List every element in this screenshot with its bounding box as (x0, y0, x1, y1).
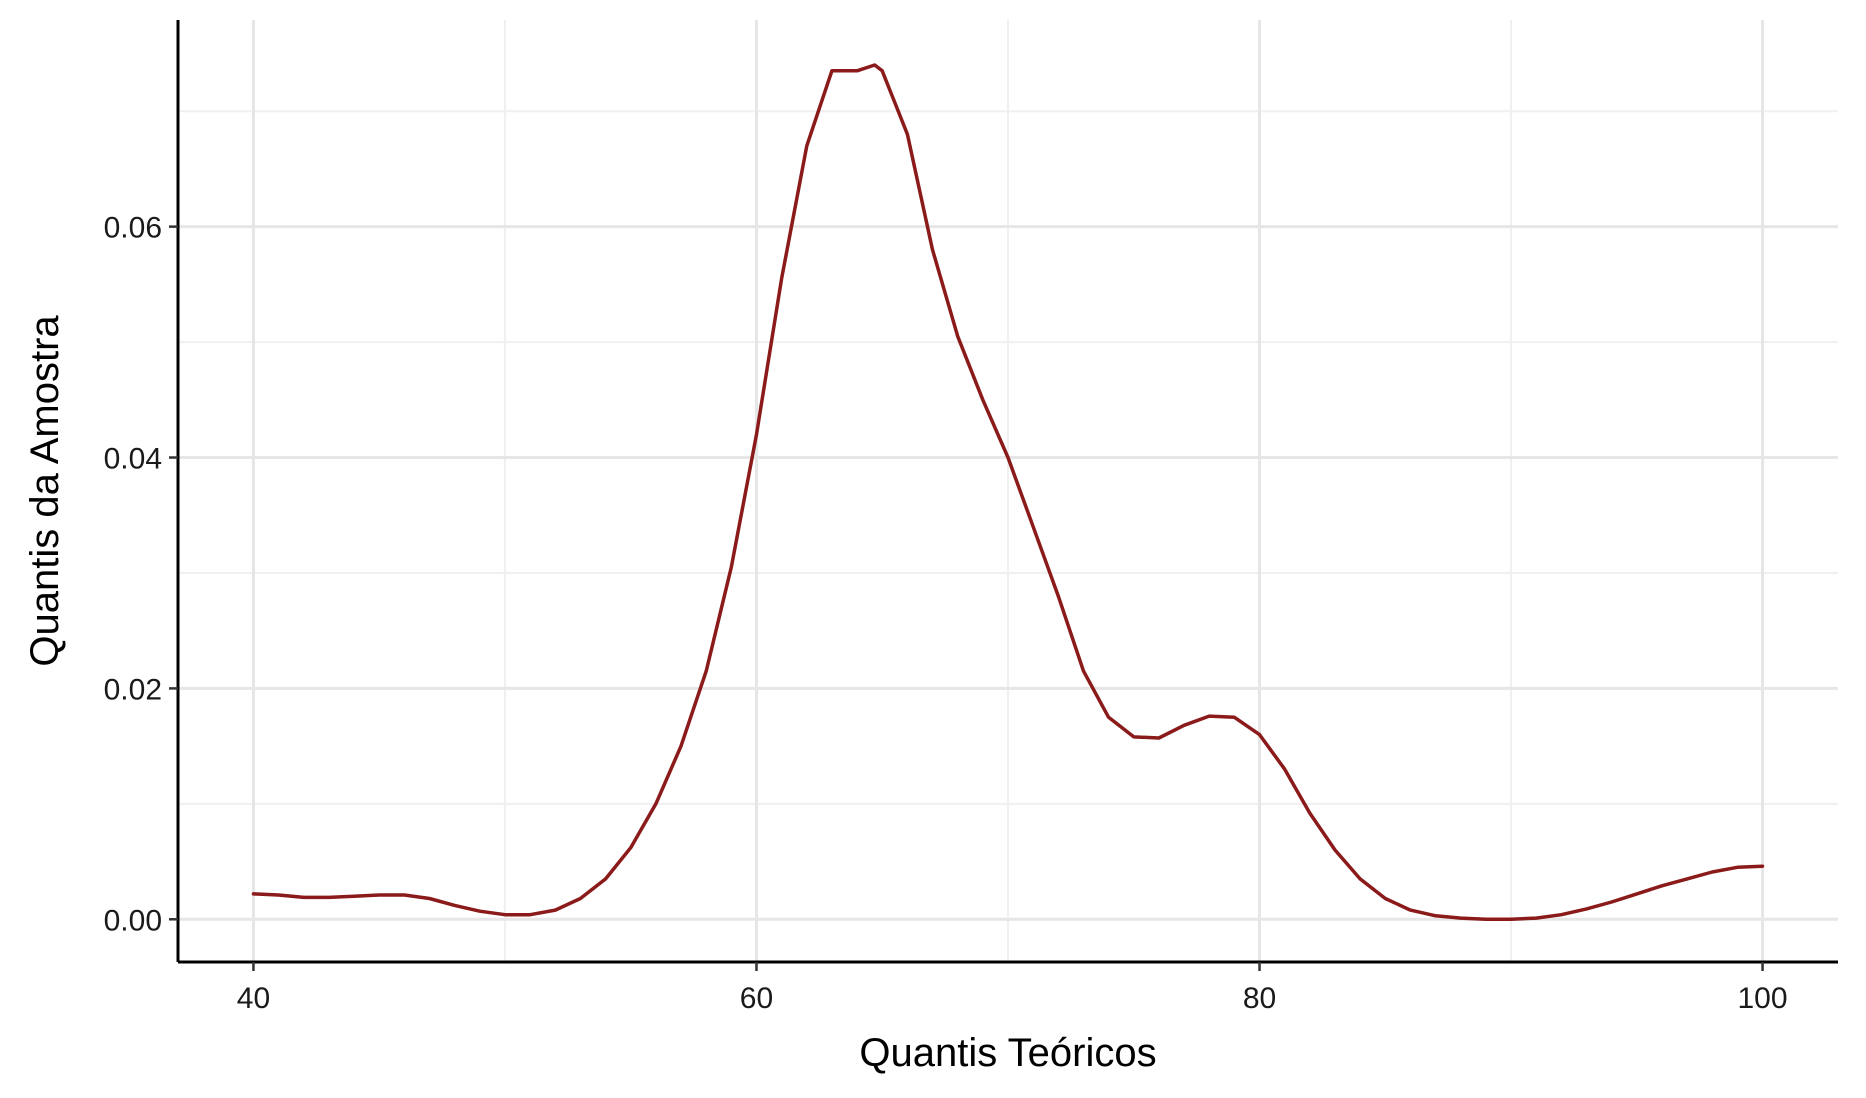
y-tick-label: 0.06 (104, 212, 162, 245)
y-axis-title: Quantis da Amostra (23, 315, 67, 667)
minor-gridlines (178, 20, 1838, 962)
x-tick-label: 60 (740, 982, 773, 1015)
density-line (251, 63, 1765, 922)
y-tick-label: 0.04 (104, 443, 162, 476)
x-tick-label: 40 (237, 982, 270, 1015)
axes (176, 20, 1838, 964)
series-layer (251, 63, 1765, 922)
y-tick-label: 0.00 (104, 904, 162, 937)
y-tick-label: 0.02 (104, 673, 162, 706)
y-axis-ticks: 0.00 0.02 0.04 0.06 (104, 212, 178, 937)
x-tick-label: 80 (1243, 982, 1276, 1015)
x-tick-label: 100 (1738, 982, 1788, 1015)
x-axis-ticks: 40 60 80 100 (237, 962, 1788, 1015)
x-axis-title: Quantis Teóricos (859, 1031, 1156, 1075)
